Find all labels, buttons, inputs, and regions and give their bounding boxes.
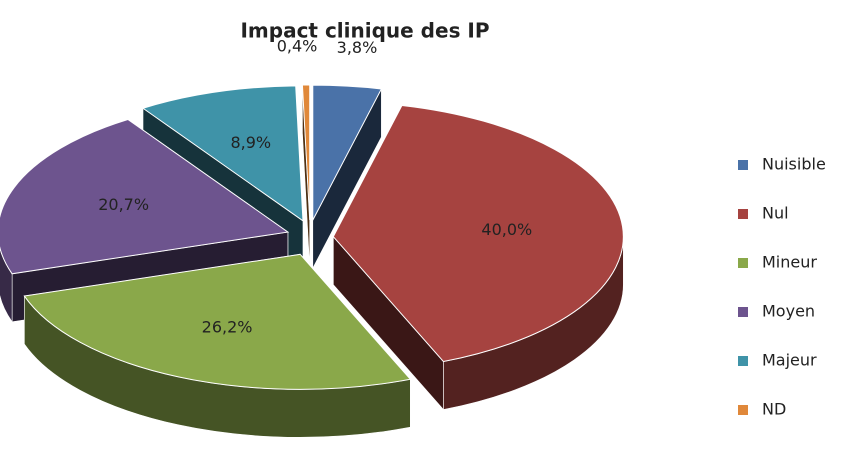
legend-label: Nul bbox=[762, 204, 789, 223]
legend-label: Majeur bbox=[762, 351, 817, 370]
pie-slice bbox=[0, 118, 290, 275]
pie-slice bbox=[301, 84, 311, 221]
legend-label: ND bbox=[762, 400, 786, 419]
labels: 3,8% 40,0% 26,2% 20,7% 8,9% 0,4% bbox=[98, 37, 532, 337]
data-label: 3,8% bbox=[337, 38, 378, 57]
pie-slice bbox=[312, 84, 383, 221]
legend-label: Mineur bbox=[762, 253, 817, 272]
data-label: 0,4% bbox=[277, 37, 318, 56]
legend-swatch bbox=[738, 258, 748, 268]
legend-swatch bbox=[738, 307, 748, 317]
data-label: 40,0% bbox=[481, 220, 532, 239]
legend-swatch bbox=[738, 160, 748, 170]
legend-swatch bbox=[738, 209, 748, 219]
data-label: 20,7% bbox=[98, 195, 149, 214]
data-label: 26,2% bbox=[202, 317, 253, 336]
legend-swatch bbox=[738, 405, 748, 415]
pie-slice bbox=[23, 253, 412, 390]
pie-slice bbox=[332, 104, 624, 363]
pie-tops bbox=[0, 84, 624, 390]
legend-label: Moyen bbox=[762, 302, 815, 321]
pie-slice bbox=[141, 85, 304, 222]
legend-swatch bbox=[738, 356, 748, 366]
data-label: 8,9% bbox=[230, 133, 271, 152]
legend-label: Nuisible bbox=[762, 155, 826, 174]
chart-title: Impact clinique des IP bbox=[240, 19, 489, 43]
legend: Nuisible Nul Mineur Moyen Majeur ND bbox=[738, 155, 826, 419]
